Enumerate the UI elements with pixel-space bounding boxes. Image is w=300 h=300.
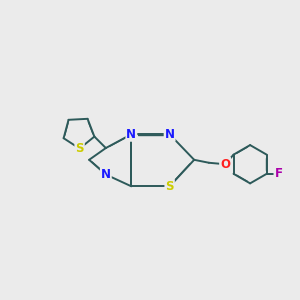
Text: S: S: [165, 180, 174, 193]
Text: S: S: [75, 142, 84, 155]
Text: N: N: [101, 168, 111, 181]
Text: F: F: [274, 167, 283, 180]
Text: O: O: [220, 158, 230, 171]
Text: N: N: [126, 128, 136, 141]
Text: N: N: [165, 128, 175, 141]
